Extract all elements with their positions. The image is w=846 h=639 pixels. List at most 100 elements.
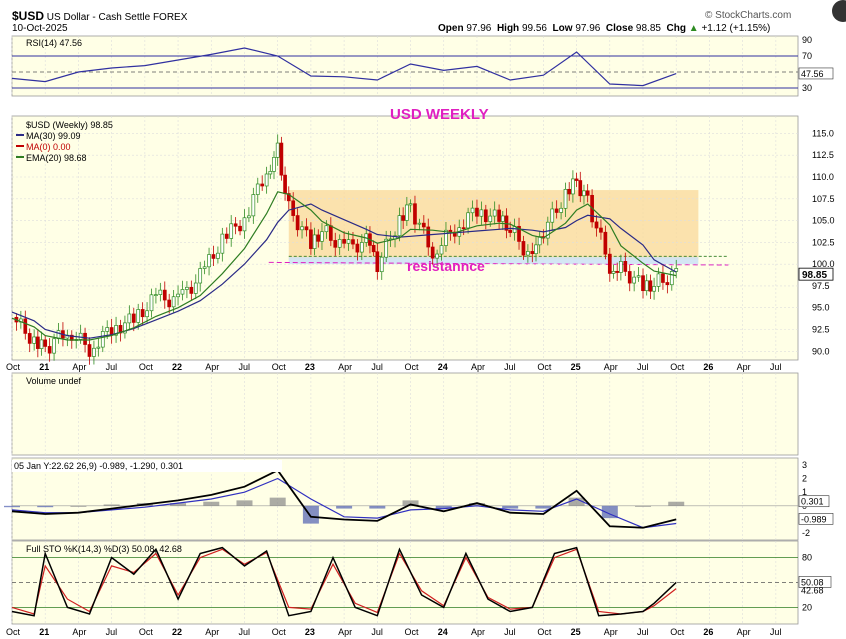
price-x-tick-label: 23 — [305, 362, 315, 372]
price-candle — [268, 171, 273, 175]
chart-symbol-name: US Dollar - Cash Settle FOREX — [46, 12, 188, 23]
ema20-line — [11, 191, 677, 341]
ema20-legend-swatch — [16, 156, 24, 158]
sto-x-tick-label: Jul — [770, 627, 782, 637]
price-x-tick-label: 26 — [703, 362, 713, 372]
macd-legend-bg — [12, 460, 282, 472]
stockcharts-copyright[interactable]: © StockCharts.com — [705, 10, 792, 21]
price-candle — [83, 332, 87, 345]
rsi-tick-label: 70 — [802, 51, 812, 61]
rsi-legend: RSI(14) 47.56 — [26, 38, 82, 48]
sto-x-tick-label: 26 — [703, 627, 713, 637]
range-box — [288, 190, 699, 260]
sto-x-tick-label: Oct — [139, 627, 154, 637]
price-candle — [295, 215, 300, 231]
price-x-tick-label: Jul — [106, 362, 118, 372]
price-candle — [198, 268, 203, 284]
ma30-legend-swatch — [16, 134, 24, 136]
scroll-circle-button[interactable] — [832, 0, 846, 22]
price-candle — [521, 241, 526, 256]
price-candle — [571, 178, 575, 195]
price-candle — [599, 227, 603, 233]
price-legend-symbol: $USD (Weekly) 98.85 — [26, 120, 113, 130]
up-arrow-icon: ▲ — [688, 23, 699, 34]
price-x-tick-label: Apr — [72, 362, 86, 372]
price-candle — [530, 251, 535, 255]
price-candle — [309, 229, 313, 249]
price-candle — [452, 231, 457, 237]
price-candle — [674, 268, 679, 272]
price-tick-label: 112.5 — [812, 150, 834, 160]
price-candle — [52, 338, 56, 354]
price-candle — [632, 276, 637, 284]
price-candle — [224, 233, 229, 239]
rsi-last-value: 47.56 — [801, 69, 824, 79]
price-candle — [534, 244, 538, 255]
price-tick-label: 105.0 — [812, 216, 835, 226]
price-candle — [359, 242, 364, 253]
last-price-label: 98.85 — [802, 270, 827, 281]
price-candle — [648, 280, 653, 292]
sto-tick-label: 20 — [802, 602, 812, 612]
ma0-legend-swatch — [16, 145, 24, 147]
price-candle — [585, 190, 590, 196]
price-candle — [96, 346, 101, 349]
panel-vol — [11, 372, 799, 456]
price-candle — [656, 273, 661, 287]
macd-histogram-bar — [369, 505, 386, 509]
sto-x-tick-label: 24 — [438, 627, 448, 637]
price-candle — [439, 245, 444, 255]
sto-x-tick-label: Jul — [106, 627, 118, 637]
price-x-tick-label: Jul — [238, 362, 250, 372]
price-candle — [43, 339, 48, 347]
price-candle — [193, 282, 198, 294]
price-candle — [136, 309, 141, 323]
price-candle — [435, 253, 439, 259]
price-candle — [497, 209, 501, 222]
price-legend-ema20: EMA(20) 98.68 — [26, 153, 87, 163]
price-candle — [559, 207, 563, 213]
macd-histogram-bar — [236, 500, 253, 506]
sto-x-tick-label: Apr — [737, 627, 751, 637]
macd-histogram-bar — [70, 505, 87, 507]
price-candle — [283, 174, 287, 194]
price-candle — [176, 293, 180, 298]
price-candle — [488, 215, 493, 223]
price-candle — [23, 318, 28, 334]
price-tick-label: 95.0 — [812, 303, 830, 313]
price-candle — [162, 289, 167, 301]
price-candle — [158, 289, 163, 295]
sto-x-tick-label: Jul — [238, 627, 250, 637]
macd-histogram-bar — [668, 501, 685, 506]
price-legend-ma30: MA(30) 99.09 — [26, 131, 81, 141]
price-candle — [408, 203, 413, 206]
sto-x-tick-label: Jul — [504, 627, 516, 637]
copyright-text[interactable]: © StockCharts.com — [705, 10, 791, 21]
price-candle — [238, 225, 242, 232]
sto-d-last-value: 42.68 — [801, 586, 824, 596]
price-x-tick-label: Apr — [471, 362, 485, 372]
rsi-tick-label: 90 — [802, 35, 812, 45]
macd-histogram-bar — [37, 505, 54, 508]
chg-value: +1.12 (+1.15%) — [701, 23, 771, 34]
price-candle — [255, 183, 260, 195]
macd-signal-line — [11, 477, 677, 529]
price-candle — [615, 270, 620, 273]
price-candle — [644, 280, 649, 292]
price-candle — [661, 273, 665, 283]
price-candle — [39, 339, 44, 349]
price-candle — [180, 289, 185, 295]
macd-histogram-bar — [468, 503, 485, 506]
price-candle — [371, 245, 376, 253]
price-tick-label: 92.5 — [812, 325, 830, 335]
price-candle — [78, 332, 83, 340]
price-candle — [669, 271, 674, 286]
price-candle — [275, 142, 280, 158]
price-candle — [47, 346, 52, 354]
sto-x-tick-label: 23 — [305, 627, 315, 637]
price-candle — [550, 208, 555, 223]
macd-histogram-bar — [568, 497, 585, 506]
price-candle — [220, 233, 225, 254]
macd-histogram-bar — [103, 504, 120, 506]
